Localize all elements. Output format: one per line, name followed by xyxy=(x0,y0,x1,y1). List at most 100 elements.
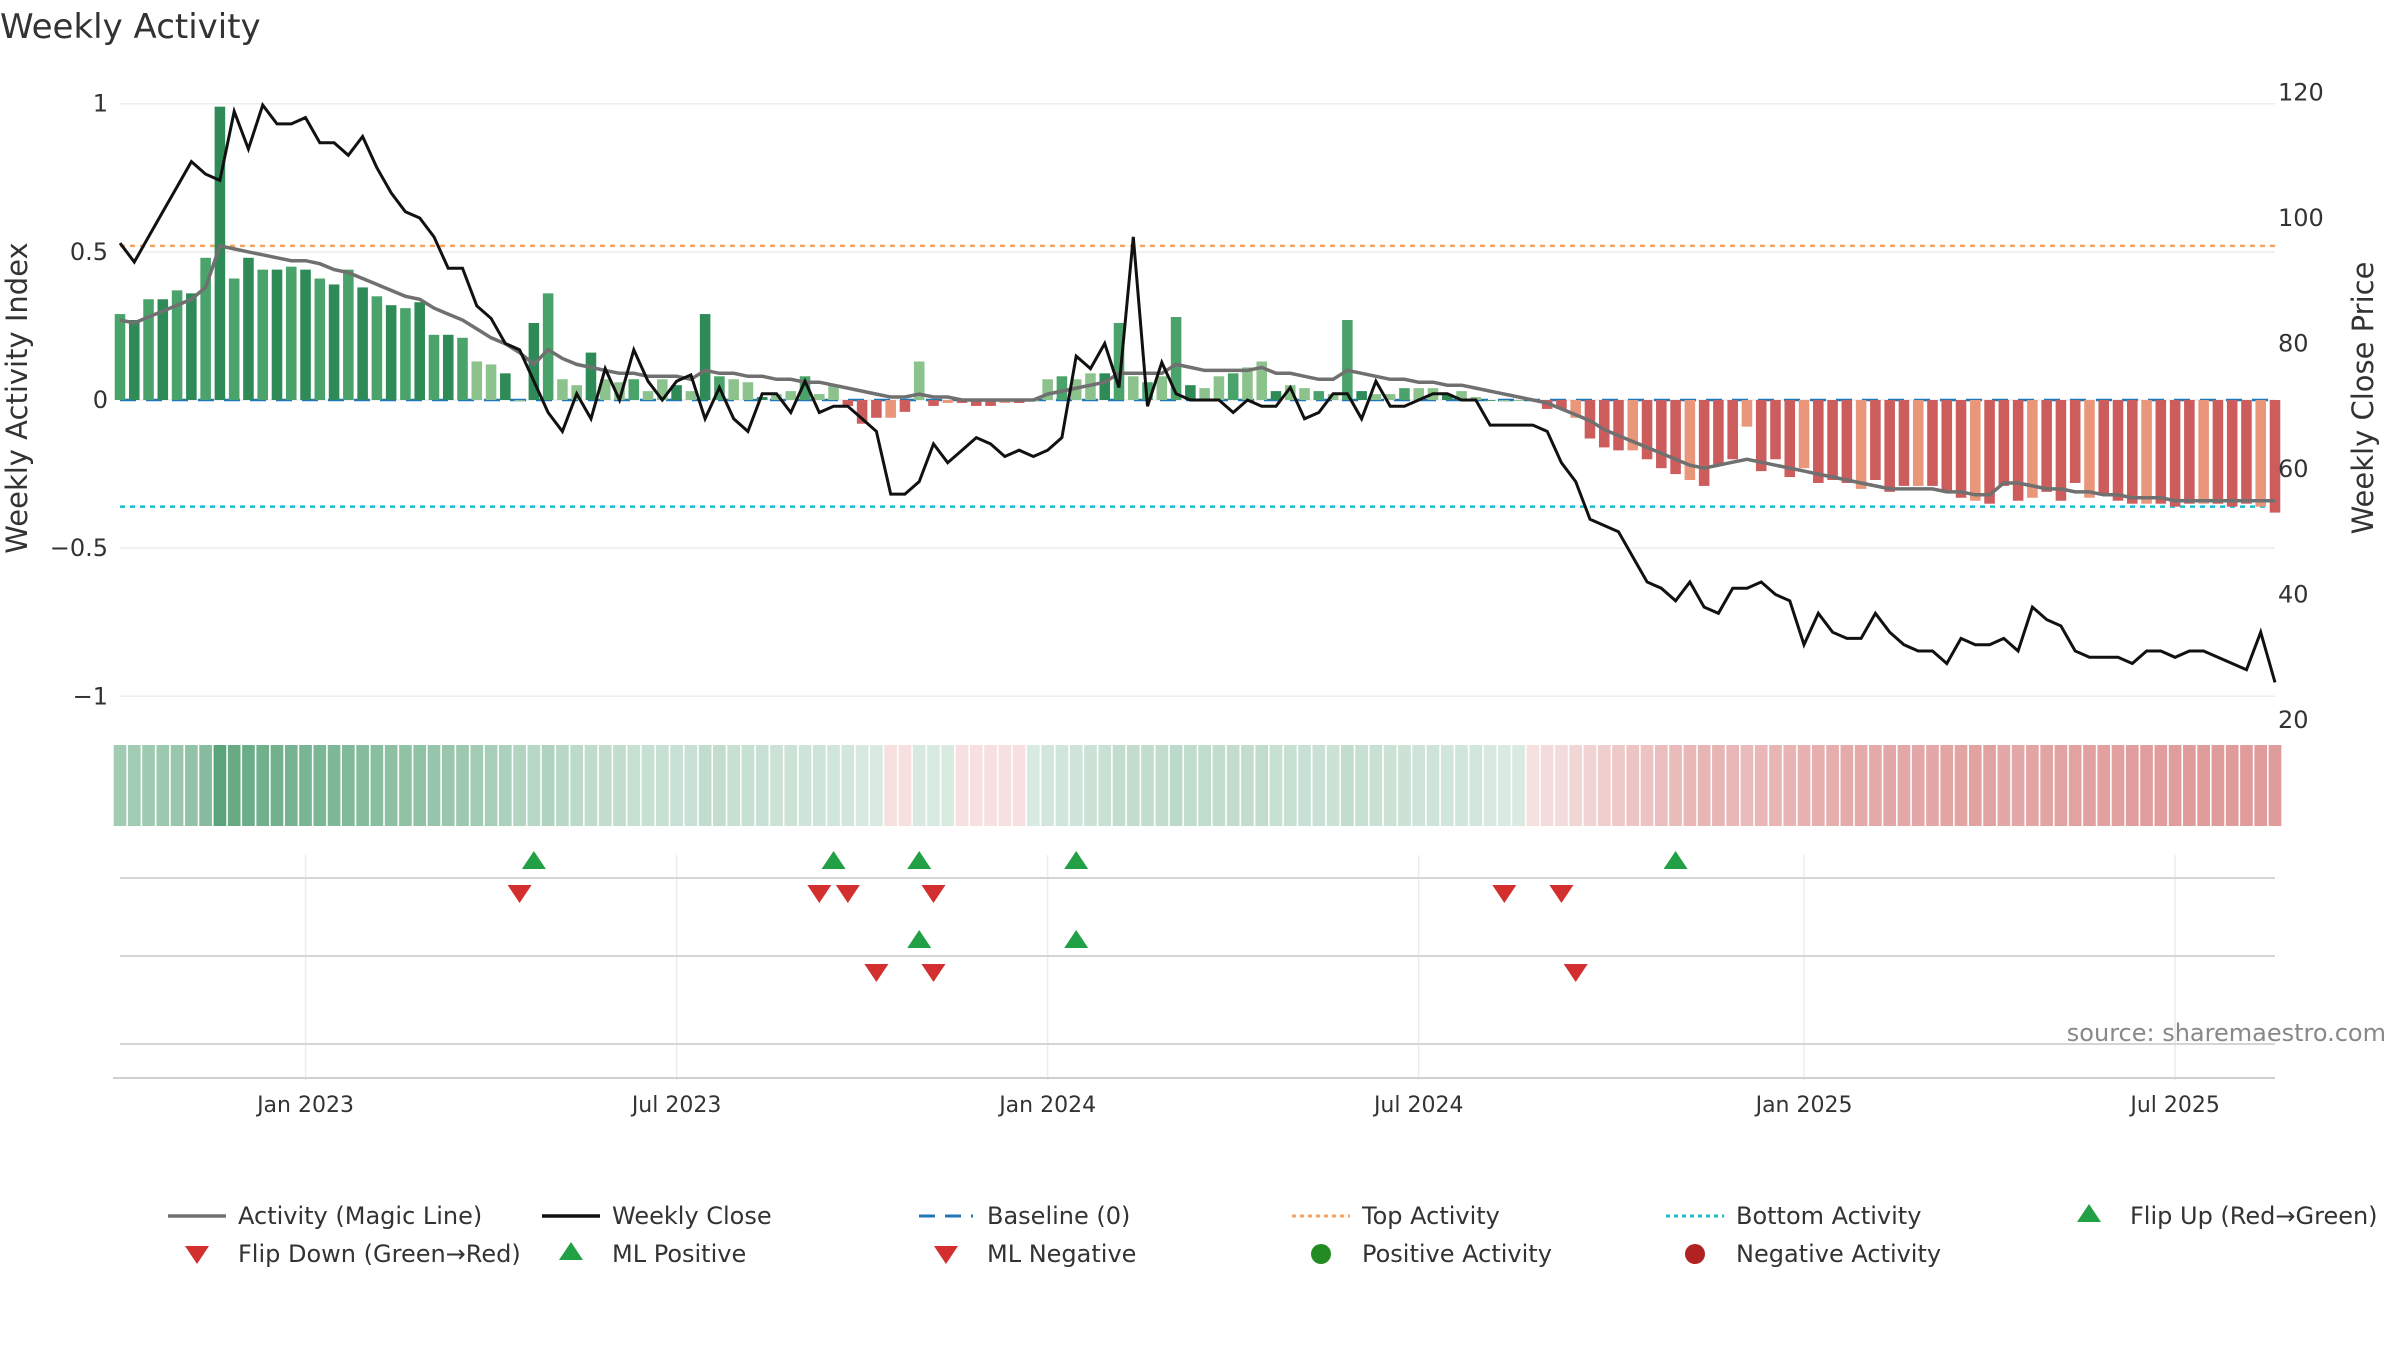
y-tick-left: 1 xyxy=(93,90,108,118)
flip-down-marker xyxy=(807,885,832,903)
heat-cell xyxy=(2111,745,2125,826)
heat-cell xyxy=(1241,745,1254,826)
activity-bar xyxy=(1684,400,1696,480)
flip-down-marker xyxy=(835,885,860,903)
heat-cell xyxy=(1298,745,1311,826)
heat-cell xyxy=(2140,745,2153,826)
heat-cell xyxy=(270,745,284,826)
y-tick-right: 100 xyxy=(2278,204,2324,232)
legend-label: Positive Activity xyxy=(1362,1240,1552,1268)
heat-cell xyxy=(884,745,897,826)
heat-cell xyxy=(384,745,398,826)
heat-cell xyxy=(2225,745,2239,826)
heat-cell xyxy=(1398,745,1411,826)
heat-cell xyxy=(870,745,883,826)
activity-bar xyxy=(1656,400,1667,469)
heat-cell xyxy=(1583,745,1597,826)
legend-item: Flip Down (Green→Red) xyxy=(185,1240,521,1268)
activity-bar xyxy=(1227,373,1239,400)
heat-cell xyxy=(2168,745,2182,826)
heat-cell xyxy=(1697,745,1711,826)
ml-negative-marker xyxy=(921,964,946,982)
activity-bar xyxy=(2226,400,2238,507)
activity-bar xyxy=(1099,373,1111,400)
heat-cell xyxy=(156,745,170,826)
y-axis-label-left: Weekly Activity Index xyxy=(0,242,34,553)
activity-bar xyxy=(685,391,697,400)
heat-cell xyxy=(227,745,241,826)
heat-cell xyxy=(855,745,869,826)
activity-bar xyxy=(699,314,711,400)
activity-bar xyxy=(1199,388,1210,400)
legend-swatch-triangle-up xyxy=(559,1242,583,1260)
activity-bar xyxy=(1755,400,1767,472)
flip-down-marker xyxy=(507,885,532,903)
heat-cell xyxy=(1141,745,1154,826)
heat-cell xyxy=(1169,745,1183,826)
heat-cell xyxy=(127,745,141,826)
activity-bar xyxy=(1870,400,1881,480)
heat-cell xyxy=(1569,745,1583,826)
activity-bar xyxy=(842,400,854,406)
activity-bar xyxy=(1855,400,1867,489)
activity-bar xyxy=(1613,400,1624,451)
heat-cell xyxy=(1212,745,1226,826)
heat-cell xyxy=(698,745,712,826)
activity-bar xyxy=(1770,400,1781,460)
activity-bar xyxy=(785,391,797,400)
activity-bar xyxy=(1356,391,1367,400)
legend-label: Baseline (0) xyxy=(987,1202,1130,1230)
activity-bar xyxy=(2084,400,2095,498)
activity-bar xyxy=(2269,400,2281,513)
activity-bar xyxy=(1827,400,1838,480)
y-tick-right: 40 xyxy=(2278,581,2309,609)
activity-bar xyxy=(1270,391,1282,400)
activity-bar xyxy=(599,379,611,400)
heat-cell xyxy=(655,745,669,826)
heat-cell xyxy=(1754,745,1768,826)
magic-line xyxy=(119,243,2275,503)
legend-swatch-circle xyxy=(1311,1244,1331,1264)
activity-bar xyxy=(557,379,568,400)
heat-cell xyxy=(484,745,498,826)
line-series xyxy=(118,101,2277,683)
heat-cell xyxy=(1341,745,1354,826)
heat-cell xyxy=(256,745,270,826)
activity-bar xyxy=(1242,367,1253,400)
heat-cell xyxy=(1712,745,1725,826)
activity-bar xyxy=(1156,376,1168,400)
activity-bar xyxy=(1955,400,1967,498)
legend-swatch-triangle-down xyxy=(934,1246,958,1264)
heat-cell xyxy=(1854,745,1868,826)
activity-bar xyxy=(1984,400,1995,504)
activity-bar xyxy=(1056,376,1068,400)
activity-bar xyxy=(614,382,625,400)
heat-cell xyxy=(1797,745,1811,826)
activity-bar xyxy=(1370,394,1382,400)
heat-cell xyxy=(2268,745,2282,826)
activity-bar xyxy=(2241,400,2252,504)
y-tick-left: 0.5 xyxy=(70,238,108,266)
heat-cell xyxy=(2197,745,2210,826)
heat-cell xyxy=(213,745,227,826)
activity-bar xyxy=(1627,400,1639,451)
heat-cell xyxy=(2083,745,2096,826)
activity-bar xyxy=(1213,376,1225,400)
activity-bar xyxy=(1884,400,1895,492)
heat-cell xyxy=(2211,745,2225,826)
heat-cell xyxy=(284,745,298,826)
heat-cell xyxy=(755,745,769,826)
heat-cell xyxy=(812,745,826,826)
heat-cell xyxy=(1968,745,1982,826)
activity-bar xyxy=(1784,400,1796,478)
activity-bar xyxy=(271,269,283,400)
activity-bar xyxy=(1327,394,1339,400)
heat-cell xyxy=(713,745,726,826)
heat-cell xyxy=(770,745,783,826)
heat-cell xyxy=(199,745,212,826)
activity-bar xyxy=(314,278,326,400)
heat-cell xyxy=(185,745,198,826)
heat-cell xyxy=(641,745,655,826)
activity-bar xyxy=(428,334,440,400)
legend-item: Flip Up (Red→Green) xyxy=(2077,1202,2378,1230)
